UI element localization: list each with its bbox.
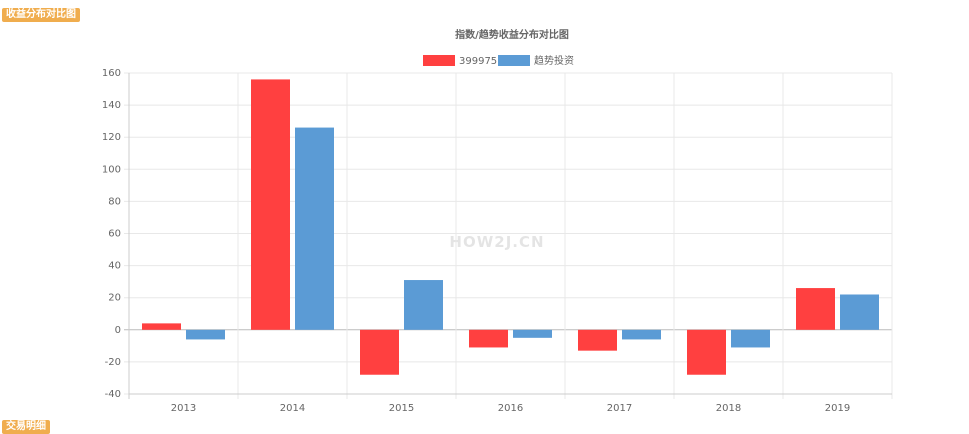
- legend-label-2[interactable]: 趋势投资: [534, 54, 574, 67]
- bar-2-2019[interactable]: [840, 294, 879, 330]
- bar-2-2014[interactable]: [295, 127, 334, 330]
- bar-2-2016[interactable]: [513, 329, 552, 338]
- x-tick-label-2015: 2015: [389, 403, 414, 414]
- x-tick-label-2014: 2014: [280, 403, 305, 414]
- bar-1-2017[interactable]: [578, 329, 617, 351]
- x-tick-label-2019: 2019: [825, 403, 850, 414]
- bar-2-2015[interactable]: [404, 280, 443, 330]
- section-label-trade-details: 交易明细: [2, 420, 50, 434]
- y-tick-label-10: 160: [102, 68, 121, 79]
- x-tick-label-2016: 2016: [498, 403, 523, 414]
- y-axis: -40 -20 0 20 40 60 80 100 120 140 160: [102, 68, 121, 400]
- y-tick-label-4: 40: [108, 261, 121, 272]
- bar-2-2017[interactable]: [622, 329, 661, 340]
- bar-2-2013[interactable]: [186, 329, 225, 340]
- y-tick-label-8: 120: [102, 132, 121, 143]
- chart-bars: [142, 79, 879, 375]
- legend-swatch-2[interactable]: [498, 55, 530, 66]
- x-tick-label-2018: 2018: [716, 403, 741, 414]
- section-label-profit-distribution: 收益分布对比图: [2, 8, 80, 22]
- y-tick-label-1: -20: [105, 357, 121, 368]
- watermark: HOW2J.CN: [449, 233, 544, 251]
- legend-swatch-1[interactable]: [423, 55, 455, 66]
- y-tick-label-5: 60: [108, 229, 121, 240]
- legend-label-1[interactable]: 399975: [459, 56, 497, 67]
- y-tick-label-9: 140: [102, 100, 121, 111]
- chart-title: 指数/趋势收益分布对比图: [455, 28, 569, 41]
- bar-1-2018[interactable]: [687, 329, 726, 375]
- bar-1-2015[interactable]: [360, 329, 399, 375]
- y-tick-label-6: 80: [108, 196, 121, 207]
- y-tick-label-0: -40: [105, 389, 121, 400]
- bar-1-2014[interactable]: [251, 79, 290, 330]
- x-tick-label-2013: 2013: [171, 403, 196, 414]
- y-tick-label-2: 0: [115, 325, 121, 336]
- bar-1-2013[interactable]: [142, 323, 181, 330]
- bar-1-2019[interactable]: [796, 288, 835, 330]
- y-tick-label-3: 20: [108, 293, 121, 304]
- bar-1-2016[interactable]: [469, 329, 508, 348]
- y-tick-label-7: 100: [102, 164, 121, 175]
- x-tick-label-2017: 2017: [607, 403, 632, 414]
- bar-2-2018[interactable]: [731, 329, 770, 348]
- x-axis: 2013 2014 2015 2016 2017 2018 2019: [171, 403, 850, 414]
- chart-legend: 399975 趋势投资: [423, 54, 574, 67]
